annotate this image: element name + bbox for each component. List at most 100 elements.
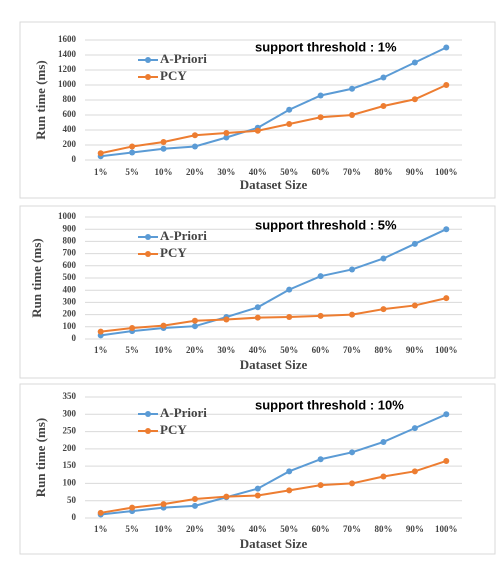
x-tick-label: 10% — [155, 345, 173, 355]
y-axis-title: Run time (ms) — [33, 418, 48, 497]
x-tick-label: 60% — [312, 524, 330, 534]
x-tick-label: 100% — [435, 524, 458, 534]
data-point — [411, 468, 418, 475]
data-point — [411, 96, 418, 103]
series-line — [100, 46, 447, 158]
x-tick-label: 40% — [249, 167, 267, 177]
y-tick-label: 100 — [63, 477, 77, 487]
data-point — [286, 468, 293, 475]
y-tick-label: 0 — [72, 154, 77, 164]
data-point — [349, 266, 356, 273]
data-point — [223, 134, 230, 141]
data-point — [286, 121, 293, 127]
x-tick-label: 30% — [217, 524, 235, 534]
x-tick-label: 30% — [217, 345, 235, 355]
x-tick-label: 90% — [406, 167, 424, 177]
data-point — [349, 85, 356, 92]
data-point — [97, 509, 104, 516]
x-tick-label: 40% — [249, 524, 267, 534]
data-point — [223, 493, 230, 500]
y-tick-label: 500 — [63, 272, 77, 282]
y-tick-label: 1000 — [58, 211, 77, 221]
data-point — [191, 323, 198, 330]
x-tick-label: 100% — [435, 167, 458, 177]
data-point — [380, 74, 387, 81]
data-point — [191, 317, 198, 324]
y-tick-label: 200 — [63, 309, 77, 319]
series-line — [100, 84, 447, 155]
data-point — [254, 492, 261, 499]
legend-marker — [145, 57, 151, 63]
y-tick-label: 1000 — [58, 79, 77, 89]
data-point — [160, 322, 167, 329]
data-point — [286, 286, 293, 293]
x-tick-label: 1% — [94, 167, 108, 177]
data-point — [443, 82, 450, 88]
data-point — [380, 103, 387, 109]
x-tick-label: 50% — [280, 167, 298, 177]
data-point — [129, 504, 136, 511]
series-line — [100, 460, 447, 514]
data-point — [191, 143, 198, 150]
x-tick-label: 1% — [94, 524, 108, 534]
y-tick-label: 1200 — [58, 64, 77, 74]
data-point — [349, 112, 356, 118]
data-point — [254, 127, 261, 134]
y-tick-label: 1400 — [58, 49, 77, 59]
chart-frame — [19, 205, 496, 379]
data-point — [223, 130, 230, 136]
x-tick-label: 10% — [155, 524, 173, 534]
data-point — [443, 226, 450, 233]
data-point — [443, 295, 450, 302]
x-tick-label: 5% — [125, 524, 139, 534]
legend-marker — [145, 251, 151, 257]
chart-frame — [19, 383, 496, 555]
data-point — [443, 457, 450, 464]
y-tick-label: 900 — [63, 223, 77, 233]
data-point — [286, 314, 293, 321]
legend-label: PCY — [160, 245, 187, 260]
data-point — [411, 59, 418, 66]
data-point — [317, 456, 324, 463]
x-tick-label: 20% — [186, 167, 204, 177]
y-tick-label: 800 — [63, 94, 77, 104]
y-tick-label: 250 — [63, 426, 77, 436]
x-axis-title: Dataset Size — [240, 536, 308, 551]
data-point — [443, 411, 450, 418]
legend-label: PCY — [160, 68, 187, 83]
legend-label: A-Priori — [160, 405, 207, 420]
x-tick-label: 90% — [406, 345, 424, 355]
y-tick-label: 300 — [63, 408, 77, 418]
data-point — [317, 482, 324, 489]
x-axis-title: Dataset Size — [240, 357, 308, 372]
y-tick-label: 400 — [63, 284, 77, 294]
data-point — [317, 92, 324, 99]
x-tick-label: 100% — [435, 345, 458, 355]
y-tick-label: 800 — [63, 235, 77, 245]
y-axis-title: Run time (ms) — [29, 238, 44, 317]
data-point — [129, 325, 136, 332]
legend-marker — [145, 428, 151, 434]
y-tick-label: 150 — [63, 460, 77, 470]
y-tick-label: 350 — [63, 391, 77, 401]
y-tick-label: 700 — [63, 248, 77, 258]
legend-label: A-Priori — [160, 228, 207, 243]
data-point — [317, 114, 324, 121]
annotation: support threshold : 10% — [255, 397, 404, 412]
series-line — [100, 413, 447, 516]
legend-marker — [145, 411, 151, 417]
data-point — [317, 273, 324, 280]
x-tick-label: 80% — [374, 167, 392, 177]
y-tick-label: 200 — [63, 443, 77, 453]
annotation: support threshold : 5% — [255, 217, 397, 232]
x-tick-label: 40% — [249, 345, 267, 355]
data-point — [254, 485, 261, 492]
x-tick-label: 90% — [406, 524, 424, 534]
x-tick-label: 20% — [186, 524, 204, 534]
data-point — [380, 473, 387, 480]
data-point — [191, 502, 198, 509]
annotation: support threshold : 1% — [255, 39, 397, 54]
legend-marker — [145, 74, 151, 80]
y-tick-label: 0 — [72, 512, 77, 522]
